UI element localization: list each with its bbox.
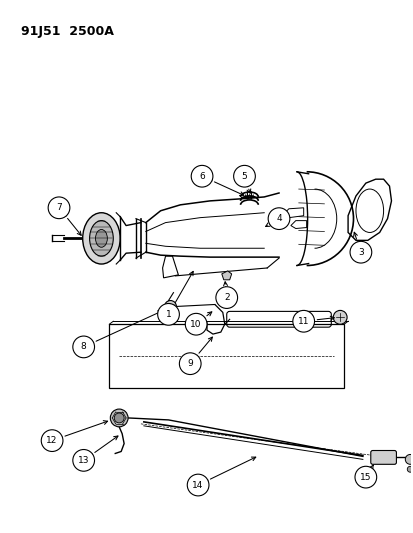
Text: 9: 9 [187,359,192,368]
Circle shape [404,455,413,464]
Text: 3: 3 [357,248,363,257]
Text: 1: 1 [165,310,171,319]
Circle shape [41,430,63,451]
Circle shape [332,310,346,324]
Text: 4: 4 [275,214,281,223]
Circle shape [233,165,255,187]
Circle shape [268,208,289,230]
Text: 7: 7 [56,203,62,212]
Text: 10: 10 [190,320,202,329]
Circle shape [185,313,206,335]
Text: 91J51  2500A: 91J51 2500A [21,25,113,38]
Polygon shape [221,271,231,280]
Text: 14: 14 [192,481,203,489]
FancyBboxPatch shape [370,450,396,464]
Text: 15: 15 [359,473,371,482]
Circle shape [110,409,128,427]
Circle shape [179,353,201,375]
Circle shape [73,449,94,471]
Circle shape [354,466,376,488]
Text: 13: 13 [78,456,89,465]
Circle shape [187,474,209,496]
Circle shape [292,310,314,332]
Circle shape [406,466,412,472]
Circle shape [349,241,371,263]
Circle shape [73,336,94,358]
Circle shape [157,303,179,325]
Text: 5: 5 [241,172,247,181]
Ellipse shape [83,213,120,264]
Circle shape [114,413,124,423]
Ellipse shape [89,221,113,256]
Text: 11: 11 [297,317,309,326]
Circle shape [164,301,176,312]
Ellipse shape [95,230,107,247]
Circle shape [215,287,237,309]
Circle shape [191,165,212,187]
Circle shape [48,197,70,219]
Text: 12: 12 [46,436,58,445]
Text: 2: 2 [223,293,229,302]
Text: 6: 6 [199,172,204,181]
Text: 8: 8 [81,342,86,351]
